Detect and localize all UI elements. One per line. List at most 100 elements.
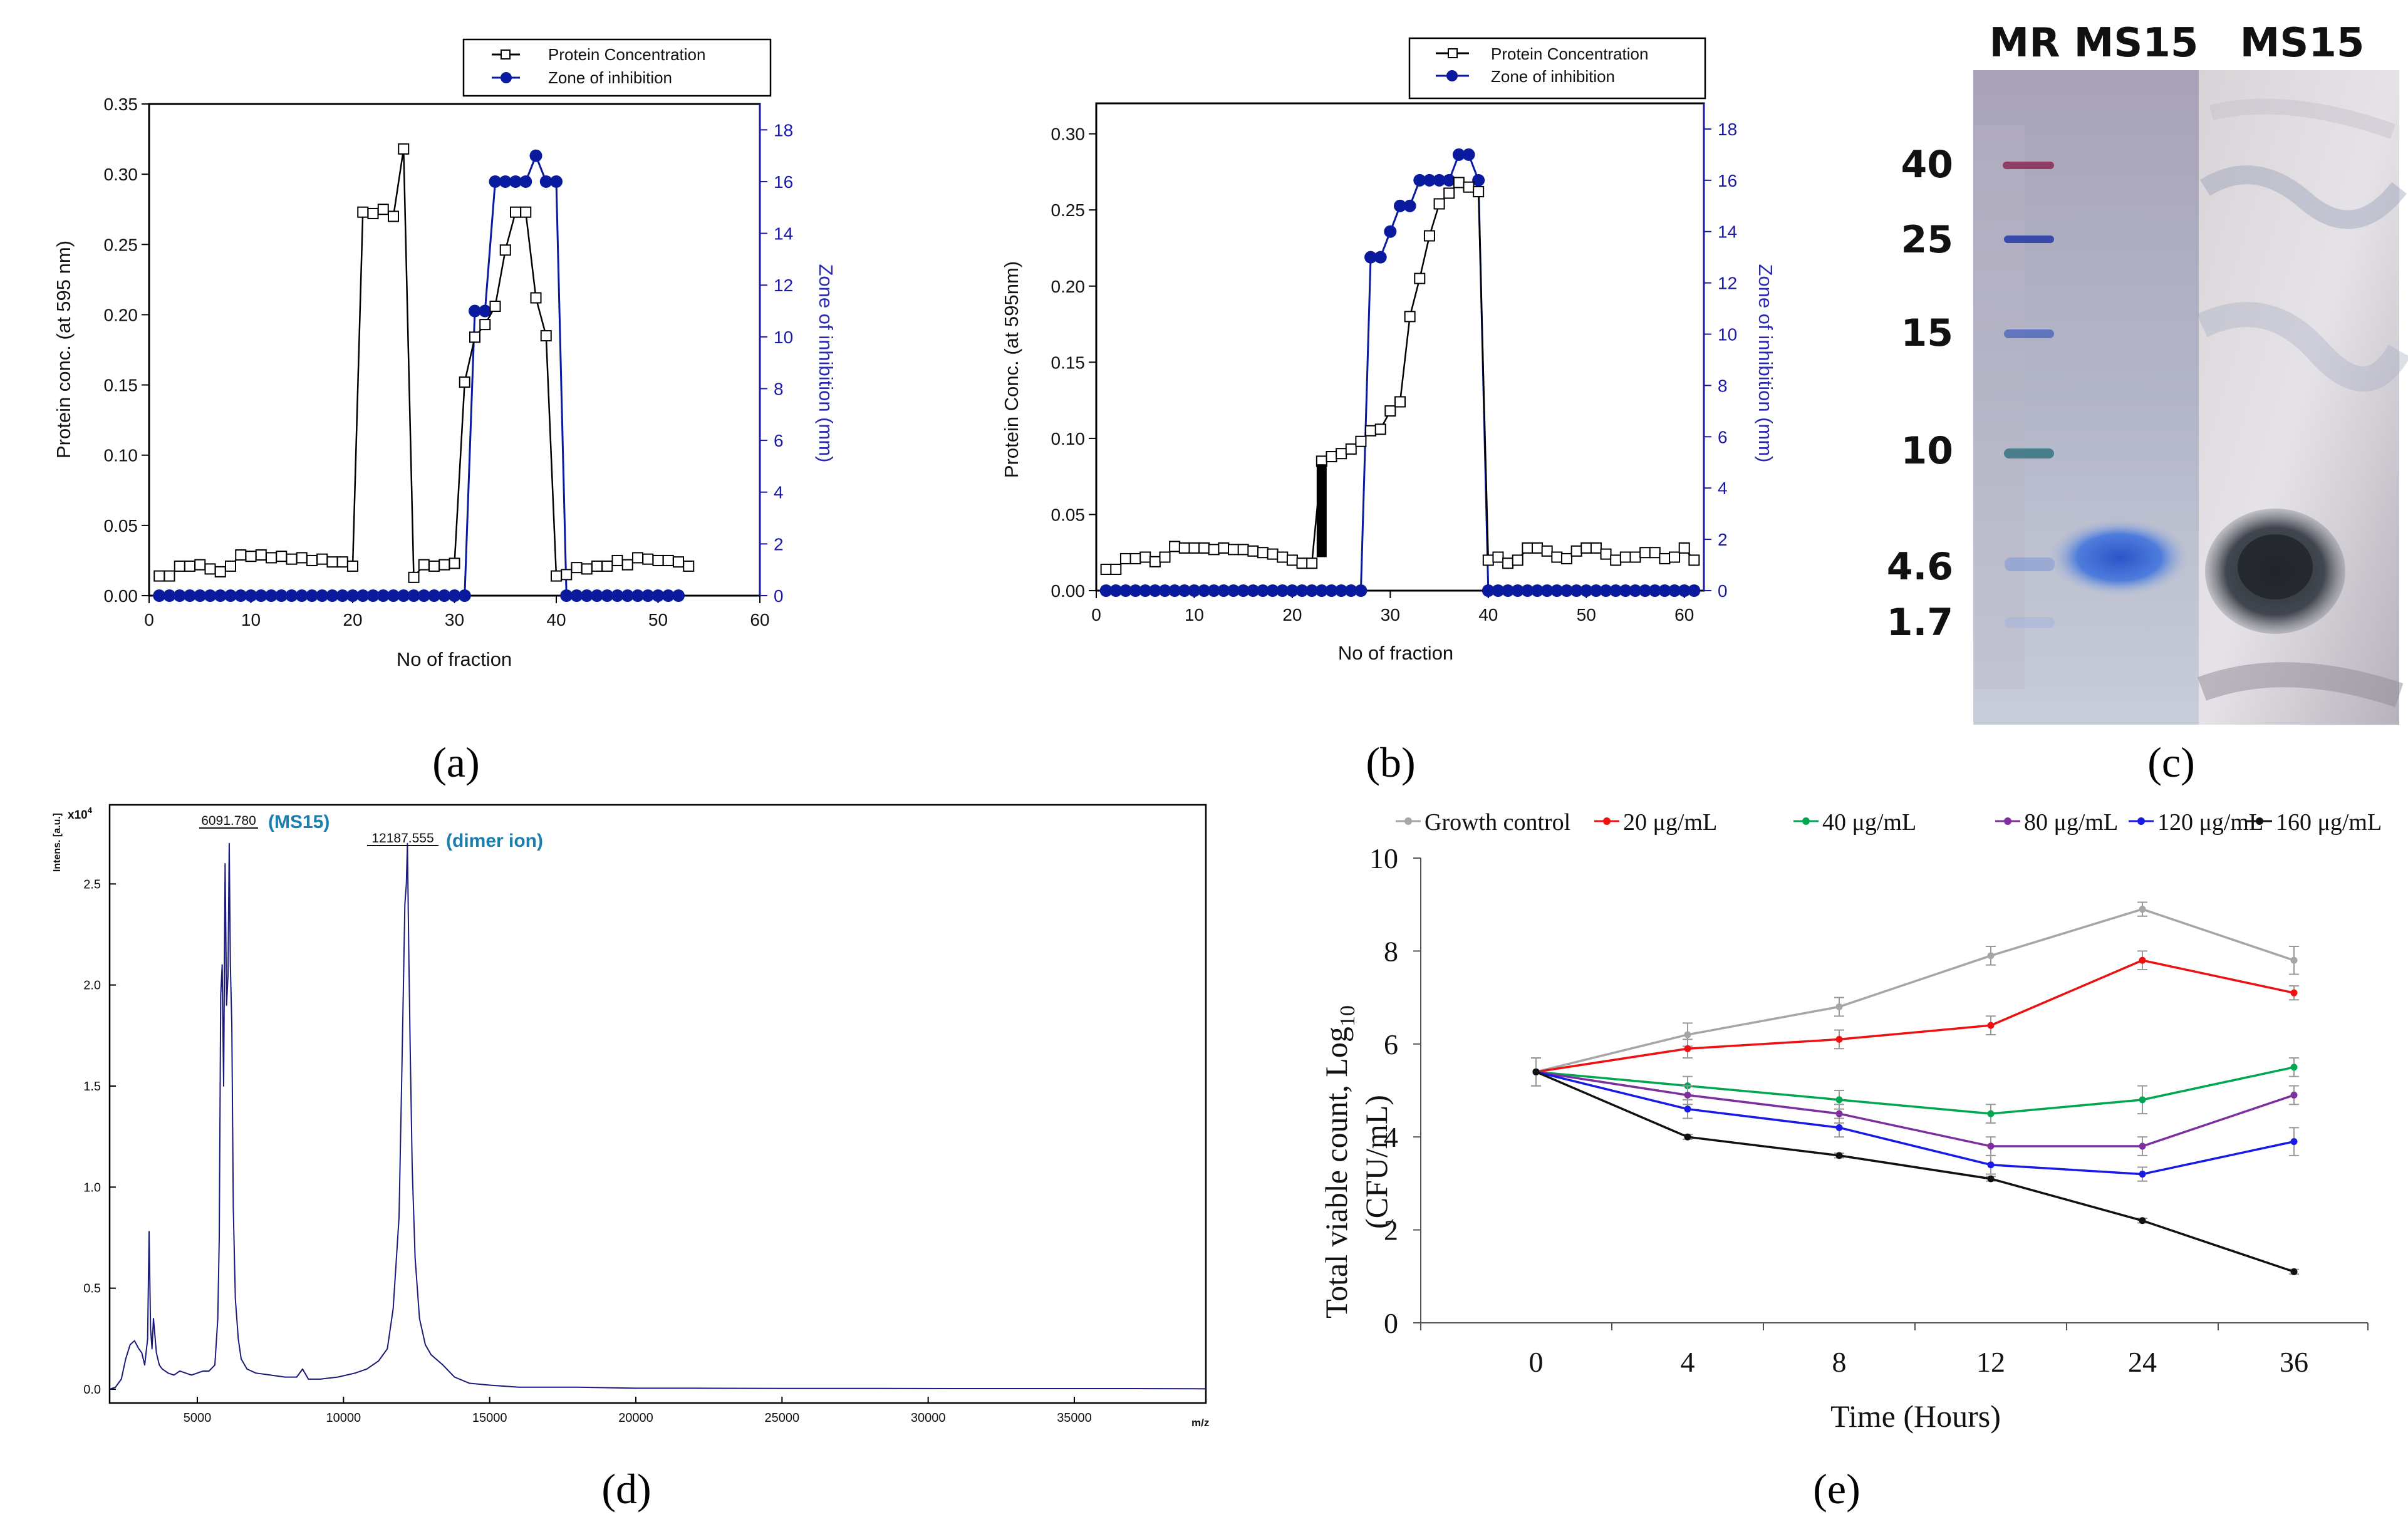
protein-point	[1512, 554, 1523, 566]
panel-b-plot-frame	[1095, 102, 1705, 592]
panel-a-legend-box	[462, 38, 772, 97]
zone-point	[1305, 584, 1319, 597]
panel-d: 5000 10000 15000 20000 25000 30000 35000 0.0 0.5…	[52, 804, 1209, 1513]
zone-point	[1462, 148, 1475, 161]
zone-point	[641, 589, 655, 602]
protein-point	[428, 560, 440, 572]
series-line	[1535, 1066, 2295, 1115]
zone-point	[163, 589, 176, 602]
protein-point	[1198, 542, 1210, 554]
protein-point	[1570, 545, 1582, 557]
panel-e-label: (e)	[1813, 1465, 1860, 1513]
legend-entry-4: 120 μg/mL	[2129, 809, 2263, 836]
data-point	[2290, 989, 2298, 997]
zone-point	[173, 589, 186, 602]
legend-zone-marker	[501, 72, 512, 83]
zone-point	[560, 589, 573, 602]
protein-point	[1149, 556, 1161, 567]
y-left-tick-label: 0.00	[1051, 581, 1086, 601]
zone-point	[1433, 173, 1446, 187]
protein-point	[1178, 542, 1190, 554]
zone-point	[611, 589, 624, 602]
protein-point	[1394, 396, 1406, 408]
protein-point	[1414, 272, 1426, 284]
legend-marker	[1802, 817, 1810, 825]
marker-band-40	[2003, 162, 2054, 169]
legend-protein-label: Protein Concentration	[1491, 44, 1648, 63]
legend-protein-label: Protein Concentration	[548, 45, 705, 64]
protein-point	[194, 559, 206, 571]
protein-point	[1443, 187, 1455, 199]
panel-a-xlabel: No of fraction	[397, 648, 512, 670]
zone-point	[1658, 584, 1671, 597]
protein-point	[1423, 230, 1435, 242]
panel-e-legend: Growth control 20 μg/mL 40 μg/mL 80 μg/mL 12…	[1396, 809, 2382, 836]
legend-zone-label: Zone of inhibition	[548, 68, 672, 87]
panel-d-series	[109, 842, 1207, 1390]
zone-point	[469, 304, 481, 318]
protein-point	[1129, 552, 1141, 564]
peak-annotation-ms15: 6091.780 (MS15)	[199, 812, 330, 832]
zone-point	[509, 175, 522, 188]
data-point	[1684, 1045, 1691, 1052]
y-right-tick-label: 2	[774, 534, 784, 554]
y-left-tick-label: 0.00	[104, 586, 138, 606]
zone-point	[1472, 173, 1485, 187]
protein-point	[1306, 557, 1318, 569]
x-tick-label: 30000	[911, 1411, 946, 1425]
gel-marker-labels: 40 25 15 10 4.6 1.7	[1887, 143, 1953, 645]
y-tick-label: 2.5	[83, 878, 101, 891]
zone-point	[1648, 584, 1661, 597]
data-point	[2139, 1171, 2146, 1178]
protein-point	[1286, 554, 1298, 566]
zone-point	[275, 589, 288, 602]
data-point	[1835, 1035, 1843, 1043]
protein-point	[1688, 554, 1700, 566]
protein-point	[1169, 541, 1181, 552]
protein-point	[591, 560, 603, 572]
protein-point	[530, 292, 542, 304]
protein-point	[1541, 545, 1553, 557]
x-tick-label: 50	[648, 610, 668, 629]
data-point	[1835, 1003, 1843, 1010]
zone-point	[1198, 584, 1211, 597]
legend-marker	[2004, 817, 2011, 825]
panel-d-y-multiplier: x104	[68, 805, 93, 822]
zone-point	[1148, 584, 1161, 597]
protein-point	[1492, 551, 1504, 563]
series-5	[1531, 1057, 2299, 1275]
panel-d-axes: 5000 10000 15000 20000 25000 30000 35000 0.0 0.5…	[83, 878, 1092, 1425]
y-right-tick-label: 8	[1718, 376, 1728, 395]
protein-point	[571, 562, 583, 574]
protein-point	[1433, 198, 1445, 210]
marker-band-4-6	[2005, 557, 2055, 571]
panel-b-ylabel-right: Zone of inhibition (mm)	[1755, 264, 1777, 462]
protein-point	[1336, 448, 1347, 460]
y-right-tick-label: 0	[1718, 581, 1728, 601]
zone-point	[407, 589, 420, 602]
protein-point	[459, 376, 470, 388]
zone-point	[336, 589, 349, 602]
protein-point	[1669, 551, 1681, 563]
series-0	[1531, 901, 2299, 1087]
x-tick-label: 10	[1185, 605, 1204, 624]
panel-a-series	[153, 143, 695, 602]
zone-point	[672, 589, 685, 602]
protein-point	[398, 143, 410, 155]
y-right-tick-label: 4	[774, 483, 784, 502]
zone-point	[1335, 584, 1348, 597]
zone-point	[529, 149, 542, 162]
zone-point	[1207, 584, 1220, 597]
protein-point	[642, 553, 654, 565]
zone-point	[1570, 584, 1583, 597]
ylabel-subscript: 10	[1336, 1005, 1359, 1027]
data-point	[1835, 1124, 1843, 1131]
panel-b-legend: Protein Concentration Zone of inhibition	[1408, 37, 1706, 100]
zone-point	[1589, 584, 1602, 597]
legend-zone-label: Zone of inhibition	[1491, 67, 1615, 86]
marker-label-40: 40	[1901, 143, 1954, 187]
protein-point	[1237, 544, 1249, 556]
x-tick-label: 0	[1091, 605, 1101, 624]
zone-point	[1384, 225, 1397, 238]
protein-point	[1159, 551, 1171, 563]
